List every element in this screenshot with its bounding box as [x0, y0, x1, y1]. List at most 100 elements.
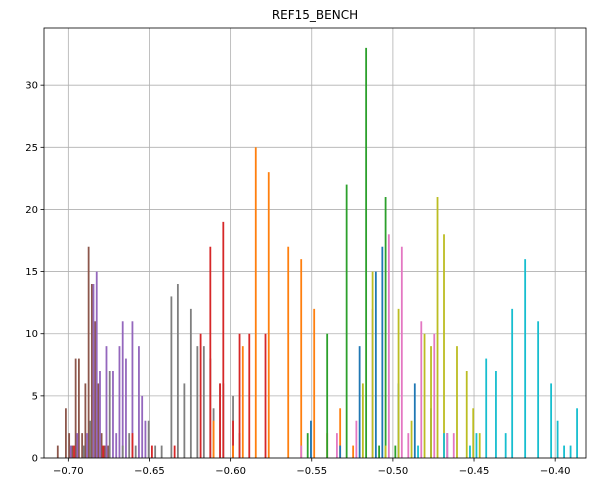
histogram-bar — [550, 383, 553, 458]
y-tick-label: 25 — [25, 143, 38, 154]
histogram-bar — [306, 433, 309, 458]
histogram-bar — [436, 197, 439, 458]
histogram-bar — [86, 433, 88, 458]
histogram-bar — [84, 383, 87, 458]
histogram-bar — [361, 383, 364, 458]
histogram-bar — [131, 433, 134, 458]
histogram-bar — [313, 308, 316, 458]
histogram-bar — [141, 395, 144, 458]
histogram-bar — [254, 147, 257, 458]
histogram-bar — [160, 445, 163, 458]
histogram-bar — [89, 420, 92, 458]
histogram-bar — [267, 172, 270, 458]
histogram-bar — [326, 333, 329, 458]
histogram-bar — [121, 321, 124, 458]
histogram-bar — [524, 259, 527, 458]
histogram-bar — [413, 383, 416, 458]
histogram-bar — [485, 358, 488, 458]
histogram-bar — [556, 420, 559, 458]
histogram-bar — [170, 296, 173, 458]
histogram-bar — [199, 333, 202, 458]
histogram-bar — [310, 420, 312, 458]
histogram-bar — [576, 408, 578, 458]
histogram-bar — [69, 445, 72, 458]
histogram-bar — [202, 346, 205, 458]
histogram-bar — [82, 445, 85, 458]
y-tick-label: 5 — [32, 391, 38, 402]
histogram-bar — [336, 433, 338, 458]
histogram-bar — [563, 445, 565, 458]
histogram-bar — [73, 445, 75, 458]
histogram-bar — [212, 420, 215, 458]
histogram-bar — [365, 47, 368, 458]
y-tick-label: 30 — [25, 81, 38, 92]
y-tick-label: 10 — [25, 329, 38, 340]
histogram-bar — [433, 333, 436, 458]
histogram-bar — [352, 445, 355, 458]
histogram-bar — [423, 333, 426, 458]
histogram-bar — [339, 445, 342, 458]
histogram-bar — [112, 371, 114, 458]
histogram-bar — [381, 246, 384, 458]
histogram-bar — [176, 284, 179, 458]
histogram-bar — [99, 371, 101, 458]
histogram-bar — [100, 433, 103, 458]
x-tick-label: −0.55 — [296, 466, 327, 477]
histogram-bar — [511, 308, 514, 458]
histogram-bar — [173, 445, 176, 458]
histogram-bar — [65, 408, 67, 458]
histogram-bar — [108, 371, 111, 458]
histogram-bar — [504, 433, 507, 458]
histogram-bar — [222, 221, 225, 458]
histogram-bar — [417, 445, 419, 458]
histogram-bar — [472, 408, 475, 458]
histogram-bar — [264, 333, 267, 458]
histogram-bar — [131, 321, 134, 458]
histogram-bar — [74, 358, 77, 458]
histogram-bar — [410, 420, 413, 458]
histogram-bar — [138, 346, 140, 458]
histogram-bar — [151, 445, 153, 458]
histogram-bar — [56, 445, 59, 458]
histogram-bar — [94, 321, 97, 458]
histogram-bar — [287, 246, 290, 458]
histogram-bar — [232, 445, 234, 458]
x-tick-label: −0.65 — [134, 466, 165, 477]
histogram-bar — [209, 246, 212, 458]
histogram-bar — [465, 371, 468, 458]
histogram-bar — [134, 445, 137, 458]
histogram-bar — [125, 358, 127, 458]
histogram-bar — [339, 408, 342, 458]
histogram-bar — [238, 333, 241, 458]
histogram-bar — [456, 346, 458, 458]
histogram-bar — [196, 346, 199, 458]
histogram-bar — [115, 433, 118, 458]
x-tick-label: −0.60 — [215, 466, 246, 477]
histogram-bar — [154, 445, 157, 458]
histogram-bar — [95, 271, 98, 458]
histogram-bar — [378, 445, 380, 458]
histogram-bar — [183, 383, 186, 458]
histogram-bar — [394, 445, 397, 458]
histogram-bar — [430, 346, 432, 458]
histogram-bar — [189, 308, 192, 458]
histogram-bar — [92, 284, 95, 458]
histogram-bar — [495, 371, 497, 458]
histogram-bar — [387, 234, 390, 458]
histogram-bars — [56, 47, 578, 458]
histogram-bar — [81, 433, 84, 458]
histogram-bar — [147, 420, 150, 458]
histogram-bar — [232, 420, 234, 458]
histogram-bar — [420, 321, 423, 458]
histogram-bar — [400, 246, 403, 458]
x-tick-label: −0.40 — [540, 466, 571, 477]
histogram-bar — [248, 333, 251, 458]
histogram-bar — [469, 445, 471, 458]
histogram-bar — [537, 321, 540, 458]
y-tick-label: 0 — [32, 454, 38, 465]
histogram-bar — [452, 433, 455, 458]
histogram-bar — [128, 433, 131, 458]
y-tick-label: 15 — [25, 267, 38, 278]
